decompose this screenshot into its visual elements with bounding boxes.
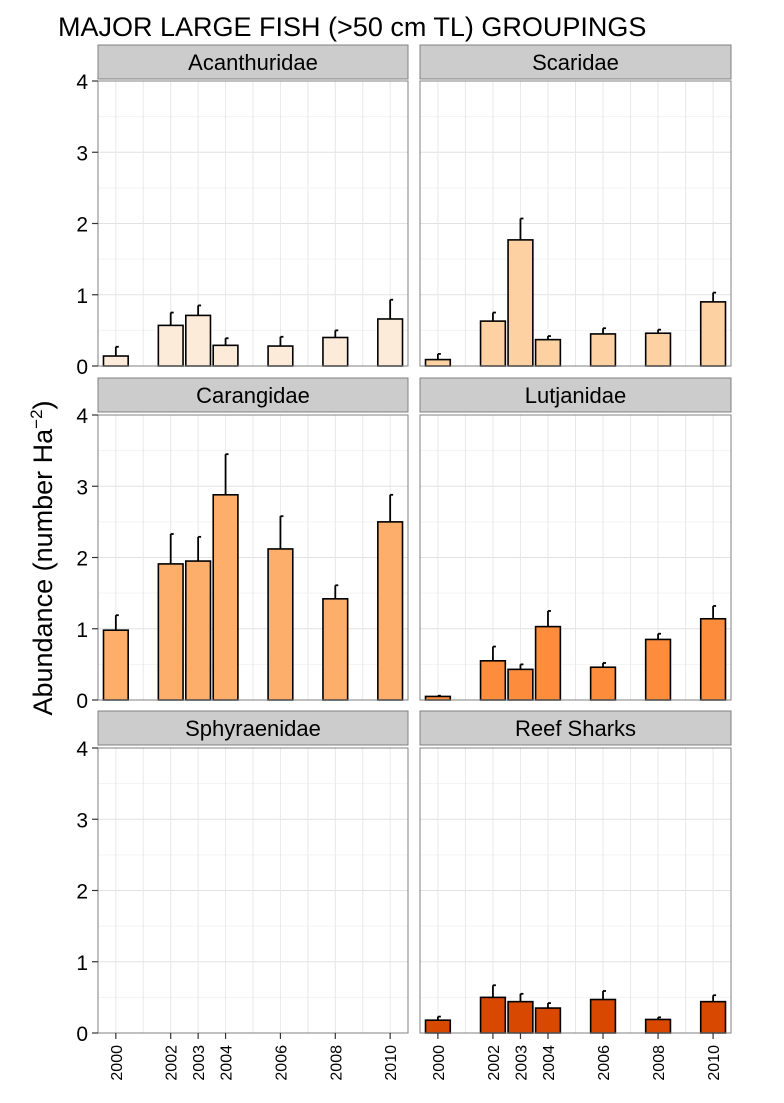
bar-carangidae-2002 — [157, 563, 184, 701]
y-tick-label-2: 2 — [76, 881, 88, 904]
x-tick-label-2003: 2003 — [191, 1045, 208, 1081]
bar-lutjanidae-2003 — [507, 668, 534, 701]
strip-label-acanthuridae: Acanthuridae — [188, 50, 318, 75]
y-tick-label-0: 0 — [76, 356, 88, 379]
bar-reef-sharks-2003 — [507, 1000, 534, 1034]
x-tick-label-2008: 2008 — [651, 1045, 668, 1081]
bar-scaridae-2008 — [644, 332, 672, 367]
panel-carangidae: Carangidae 0 1 2 3 4 — [76, 377, 409, 713]
bar-acanthuridae-2002 — [157, 324, 184, 367]
strip-label-reef-sharks: Reef Sharks — [515, 716, 636, 741]
panel-lutjanidae: Lutjanidae — [419, 377, 732, 701]
x-tick-label-2004: 2004 — [541, 1045, 558, 1081]
bar-acanthuridae-2006 — [267, 345, 294, 367]
y-tick-label-3: 3 — [76, 476, 88, 499]
bar-lutjanidae-2000 — [424, 695, 452, 701]
x-tick-label-2006: 2006 — [596, 1045, 613, 1081]
strip-label-sphyraenidae: Sphyraenidae — [185, 716, 321, 741]
strip-background — [419, 377, 732, 413]
bar-reef-sharks-2002 — [479, 996, 507, 1034]
bar-scaridae-2010 — [699, 301, 727, 367]
y-tick-label-4: 4 — [76, 71, 88, 94]
bar-lutjanidae-2004 — [534, 625, 562, 701]
strip-label-lutjanidae: Lutjanidae — [525, 383, 627, 408]
panel-sphyraenidae: Sphyraenidae 0 1 2 3 4 2000 2002 2003 2004 2006 200… — [76, 710, 409, 1081]
panel-reef-sharks: Reef Sharks 2000 2002 2003 2004 2006 2008 2010 — [419, 710, 732, 1081]
strip-label-scaridae: Scaridae — [532, 50, 619, 75]
bar-reef-sharks-2000 — [424, 1019, 452, 1034]
bar-carangidae-2000 — [102, 629, 129, 701]
bar-lutjanidae-2008 — [644, 638, 672, 701]
panel-border — [419, 414, 732, 701]
bar-scaridae-2004 — [534, 338, 562, 367]
bar-carangidae-2006 — [267, 548, 294, 701]
y-axis-label-text: Abundance (number Ha — [28, 428, 58, 716]
strip-background — [419, 710, 732, 746]
y-tick-label-2: 2 — [76, 548, 88, 571]
y-tick-label-3: 3 — [76, 809, 88, 832]
bar-acanthuridae-2003 — [184, 314, 212, 367]
bar-scaridae-2002 — [479, 320, 507, 367]
y-tick-label-0: 0 — [76, 1023, 88, 1046]
bar-reef-sharks-2006 — [589, 998, 617, 1034]
bar-scaridae-2000 — [424, 358, 452, 367]
bar-reef-sharks-2008 — [644, 1018, 672, 1034]
x-tick-label-2000: 2000 — [431, 1045, 448, 1081]
bar-carangidae-2010 — [377, 521, 404, 701]
x-tick-label-2010: 2010 — [383, 1045, 400, 1081]
x-tick-label-2010: 2010 — [706, 1045, 723, 1081]
x-tick-label-2000: 2000 — [109, 1045, 126, 1081]
panel-border — [419, 747, 732, 1034]
panel-scaridae: Scaridae — [419, 44, 732, 367]
bar-carangidae-2008 — [322, 598, 349, 701]
bar-lutjanidae-2006 — [589, 666, 617, 701]
y-tick-label-0: 0 — [76, 690, 88, 713]
strip-background — [419, 44, 732, 80]
panel-acanthuridae: Acanthuridae 0 1 2 3 4 — [76, 44, 409, 379]
bar-acanthuridae-2010 — [377, 318, 404, 367]
chart-title: MAJOR LARGE FISH (>50 cm TL) GROUPINGS — [58, 12, 646, 42]
bar-reef-sharks-2004 — [534, 1007, 562, 1034]
strip-background — [97, 377, 409, 413]
y-tick-label-3: 3 — [76, 142, 88, 165]
x-tick-label-2006: 2006 — [273, 1045, 290, 1081]
y-tick-label-1: 1 — [76, 952, 88, 975]
y-tick-label-2: 2 — [76, 214, 88, 237]
x-tick-label-2002: 2002 — [486, 1045, 503, 1081]
strip-label-carangidae: Carangidae — [196, 383, 310, 408]
strip-background — [97, 710, 409, 746]
bar-lutjanidae-2002 — [479, 660, 507, 701]
facet-panels: Acanthuridae 0 1 2 3 4 Scaridae Carangidae 0 1 2 3 4… — [76, 44, 732, 1081]
x-tick-label-2004: 2004 — [219, 1045, 236, 1081]
y-tick-label-4: 4 — [76, 405, 88, 428]
y-tick-label-1: 1 — [76, 619, 88, 642]
strip-background — [97, 44, 409, 80]
y-axis-label: Abundance (number Ha−2) — [27, 400, 58, 715]
y-axis-label-superscript: −2 — [27, 409, 46, 428]
bar-acanthuridae-2008 — [322, 336, 349, 367]
bar-carangidae-2004 — [212, 493, 239, 701]
y-tick-label-1: 1 — [76, 285, 88, 308]
panel-border — [419, 80, 732, 367]
y-axis-label-close: ) — [28, 400, 58, 409]
x-tick-label-2008: 2008 — [328, 1045, 345, 1081]
y-tick-label-4: 4 — [76, 738, 88, 761]
x-tick-label-2003: 2003 — [513, 1045, 530, 1081]
bar-scaridae-2003 — [507, 239, 534, 367]
bar-carangidae-2003 — [184, 560, 212, 701]
bar-acanthuridae-2004 — [212, 344, 239, 367]
bar-acanthuridae-2000 — [102, 355, 129, 367]
bar-lutjanidae-2010 — [699, 617, 727, 701]
bar-reef-sharks-2010 — [699, 1000, 727, 1034]
bar-scaridae-2006 — [589, 333, 617, 367]
x-tick-label-2002: 2002 — [164, 1045, 181, 1081]
